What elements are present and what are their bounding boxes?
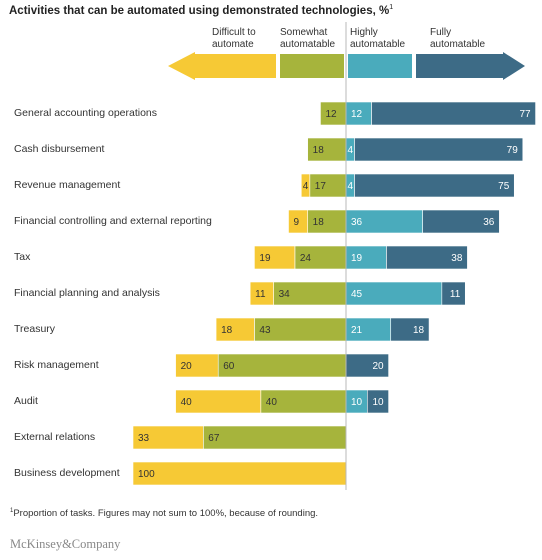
diverging-bar-chart: 12 12 77 18 4 79 17 4 4 75 18 9 36 36 24 19 19 38 34 11 45 11… [132, 22, 536, 490]
legend-box-highly [348, 54, 412, 78]
chart-title: Activities that can be automated using d… [9, 4, 394, 17]
fully-bar [371, 101, 536, 126]
difficult-bar [175, 353, 219, 378]
somewhat-bar [217, 353, 347, 378]
data-label: 33 [138, 433, 150, 444]
fully-bar [441, 281, 466, 306]
legend-arrow-difficult [168, 52, 276, 80]
data-label: 43 [259, 325, 271, 336]
data-label: 10 [372, 397, 384, 408]
data-label: 40 [181, 397, 193, 408]
data-label: 67 [208, 433, 220, 444]
difficult-bar [175, 389, 262, 414]
category-label: General accounting operations [14, 106, 158, 119]
data-label: 36 [483, 217, 495, 228]
difficult-bar [254, 245, 296, 270]
data-label: 36 [351, 217, 363, 228]
data-label: 12 [351, 109, 363, 120]
data-label: 9 [293, 217, 299, 228]
data-label: 19 [351, 253, 363, 264]
category-label: Audit [14, 394, 38, 407]
fully-bar [354, 173, 515, 198]
difficult-bar [132, 425, 204, 450]
data-label: 4 [348, 181, 354, 192]
data-label: 21 [351, 325, 363, 336]
legend-label-fully: Fully automatable [430, 27, 486, 50]
data-label: 11 [255, 289, 266, 300]
fully-bar [422, 209, 500, 234]
legend-label-difficult: Difficult to automate [212, 27, 256, 50]
fully-bar [354, 137, 524, 162]
data-label: 77 [519, 109, 531, 120]
data-label: 60 [223, 361, 235, 372]
data-label: 34 [279, 289, 291, 300]
data-label: 45 [351, 289, 363, 300]
data-label: 20 [181, 361, 193, 372]
category-label: Financial planning and analysis [14, 286, 160, 299]
difficult-bar [288, 209, 308, 234]
somewhat-bar [202, 425, 347, 450]
data-label: 40 [266, 397, 278, 408]
data-label: 19 [259, 253, 271, 264]
legend-label-somewhat: Somewhat automatable [280, 27, 336, 50]
difficult-bar [215, 317, 255, 342]
data-label: 18 [221, 325, 233, 336]
category-label: Financial controlling and external repor… [14, 214, 212, 227]
category-label: Cash disbursement [14, 142, 105, 155]
data-label: 20 [372, 361, 384, 372]
data-label: 18 [413, 325, 425, 336]
fully-bar [386, 245, 468, 270]
data-label: 17 [315, 181, 327, 192]
category-label: Revenue management [14, 178, 121, 191]
data-label: 18 [313, 217, 325, 228]
data-label: 100 [138, 469, 155, 480]
fully-bar [366, 389, 389, 414]
brand-logo: McKinsey&Company [10, 537, 121, 551]
legend-arrow-fully [416, 52, 525, 80]
data-label: 18 [313, 145, 325, 156]
category-label: Business development [14, 466, 120, 479]
footnote: 1Proportion of tasks. Figures may not su… [10, 508, 319, 520]
data-label: 75 [498, 181, 510, 192]
data-label: 12 [325, 109, 337, 120]
data-label: 4 [303, 181, 309, 192]
legend-box-somewhat [280, 54, 344, 78]
category-label: Tax [14, 250, 31, 263]
data-label: 38 [451, 253, 463, 264]
data-label: 4 [348, 145, 354, 156]
data-label: 24 [300, 253, 312, 264]
data-label: 11 [450, 289, 461, 300]
fully-bar [390, 317, 430, 342]
category-label: Risk management [14, 358, 99, 371]
data-label: 10 [351, 397, 363, 408]
difficult-bar [132, 461, 347, 486]
difficult-bar [249, 281, 274, 306]
category-label: Treasury [14, 322, 56, 335]
data-label: 79 [507, 145, 519, 156]
legend-label-highly: Highly automatable [350, 27, 406, 50]
category-label: External relations [14, 430, 96, 443]
difficult-bar [300, 173, 311, 198]
